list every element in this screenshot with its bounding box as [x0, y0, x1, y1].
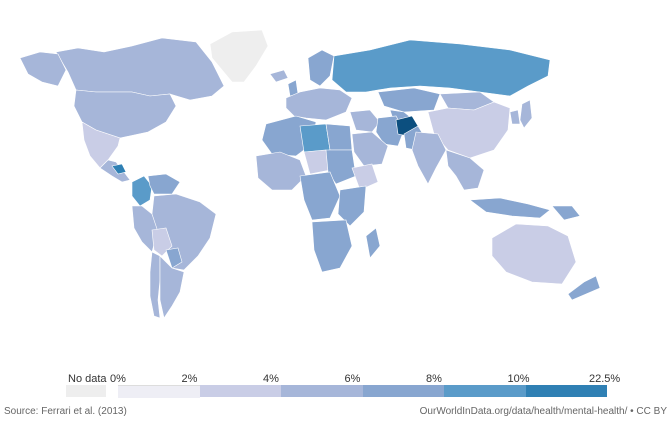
- region-southern-africa[interactable]: [311, 219, 353, 273]
- region-southeast-asia[interactable]: [445, 149, 485, 191]
- region-libya[interactable]: [299, 123, 331, 153]
- source-credit: Source: Ferrari et al. (2013): [4, 406, 127, 417]
- region-russia[interactable]: [331, 39, 551, 97]
- region-honduras[interactable]: [111, 163, 127, 175]
- region-argentina[interactable]: [159, 255, 185, 319]
- source-url[interactable]: OurWorldInData.org/data/health/mental-he…: [419, 406, 667, 417]
- region-western-europe[interactable]: [285, 87, 353, 121]
- legend-swatch: [362, 385, 444, 397]
- region-east-africa[interactable]: [337, 185, 367, 227]
- region-venezuela[interactable]: [147, 173, 181, 195]
- legend-swatch: [199, 385, 281, 397]
- region-egypt[interactable]: [325, 123, 353, 151]
- region-india[interactable]: [411, 131, 447, 185]
- region-greenland[interactable]: [209, 29, 269, 83]
- legend-tick-label: 4%: [263, 373, 279, 385]
- region-chile[interactable]: [149, 251, 161, 319]
- region-madagascar[interactable]: [365, 227, 381, 259]
- legend-swatch: [444, 385, 526, 397]
- legend-tick-label: 22.5%: [589, 373, 621, 385]
- region-alaska[interactable]: [19, 51, 67, 87]
- region-colombia[interactable]: [131, 175, 153, 207]
- legend-tick-label: 10%: [507, 373, 530, 385]
- legend-tick-label: 8%: [426, 373, 442, 385]
- region-central-africa[interactable]: [299, 171, 341, 221]
- region-kazakhstan[interactable]: [377, 87, 441, 113]
- legend-tick-label: 0%: [110, 373, 126, 385]
- country-layer: [19, 29, 601, 319]
- region-korea[interactable]: [509, 109, 521, 125]
- region-japan[interactable]: [519, 99, 533, 129]
- legend-swatch: [118, 385, 200, 398]
- region-ethiopia[interactable]: [351, 163, 379, 191]
- world-map: [19, 29, 601, 319]
- no-data-label: No data: [68, 373, 107, 385]
- region-iceland[interactable]: [269, 69, 289, 83]
- legend-swatch: [525, 385, 607, 397]
- region-indonesia[interactable]: [469, 197, 551, 219]
- region-scandinavia[interactable]: [307, 49, 335, 87]
- legend-swatch: [281, 385, 363, 397]
- region-paraguay[interactable]: [165, 247, 183, 269]
- legend-tick-label: 6%: [344, 373, 361, 385]
- no-data-swatch: [66, 385, 106, 397]
- region-new-zealand[interactable]: [567, 275, 601, 301]
- region-central-america[interactable]: [99, 159, 131, 183]
- region-sudan[interactable]: [325, 149, 357, 185]
- region-papua[interactable]: [551, 205, 581, 221]
- region-saudi-arabia[interactable]: [351, 131, 389, 167]
- region-australia[interactable]: [491, 223, 577, 285]
- legend-tick-label: 2%: [181, 373, 198, 385]
- region-west-africa[interactable]: [255, 151, 307, 191]
- region-middle-east[interactable]: [349, 109, 381, 133]
